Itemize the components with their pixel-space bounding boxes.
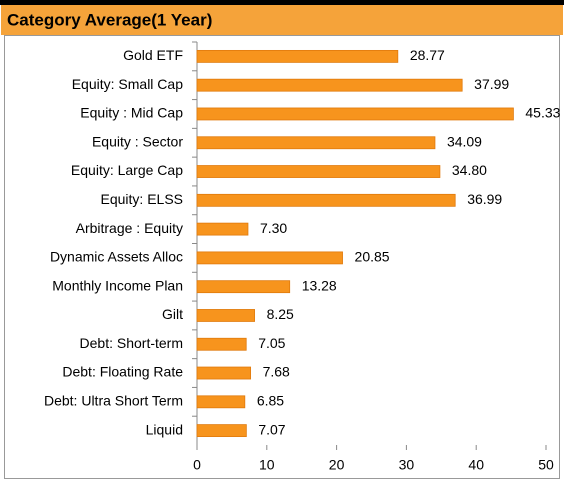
value-label: 13.28: [302, 277, 337, 293]
y-tick-label: Equity : Mid Cap: [80, 105, 183, 121]
value-label: 7.05: [258, 335, 285, 351]
bar: [196, 309, 255, 322]
y-tick-label: Gold ETF: [123, 47, 183, 63]
bar: [196, 222, 249, 236]
y-tick-label: Debt: Ultra Short Term: [44, 393, 183, 409]
value-label: 7.07: [258, 421, 285, 437]
bar: [196, 337, 247, 351]
bar: [196, 193, 456, 207]
bar: [196, 107, 514, 121]
y-tick-label: Arbitrage : Equity: [76, 220, 183, 236]
value-label: 34.80: [452, 162, 487, 178]
value-label: 34.09: [447, 133, 482, 149]
chart-border: [4, 35, 560, 479]
bar: [196, 366, 252, 380]
value-label: 6.85: [257, 393, 284, 409]
value-label: 20.85: [355, 249, 390, 265]
bar: [196, 165, 441, 178]
value-label: 36.99: [467, 191, 502, 207]
y-tick-label: Equity: Small Cap: [72, 76, 183, 92]
value-label: 7.30: [260, 220, 287, 236]
top-strip: [0, 0, 564, 5]
y-tick-label: Equity : Sector: [92, 133, 183, 149]
x-tick-label: 10: [259, 457, 275, 473]
bar: [196, 424, 247, 438]
y-tick-label: Dynamic Assets Alloc: [50, 249, 183, 265]
x-tick-label: 0: [193, 457, 201, 473]
bar: [196, 49, 399, 63]
y-tick-label: Liquid: [146, 421, 183, 437]
chart-title: Category Average(1 Year): [7, 10, 212, 29]
bar: [196, 78, 463, 92]
bar: [196, 251, 343, 265]
value-label: 45.33: [525, 105, 560, 121]
y-tick-label: Equity: Large Cap: [71, 162, 183, 178]
x-tick-label: 50: [538, 457, 554, 473]
bar: [196, 395, 246, 409]
y-tick-label: Debt: Floating Rate: [62, 364, 183, 380]
y-tick-label: Equity: ELSS: [101, 191, 184, 207]
value-label: 28.77: [410, 47, 445, 63]
bar: [196, 136, 436, 150]
y-tick-label: Monthly Income Plan: [52, 277, 183, 293]
value-label: 37.99: [474, 76, 509, 92]
header-bar: [1, 5, 563, 35]
bar: [196, 280, 291, 294]
x-tick-label: 30: [399, 457, 415, 473]
value-label: 7.68: [263, 364, 290, 380]
x-tick-label: 20: [329, 457, 345, 473]
value-label: 8.25: [267, 306, 294, 322]
y-tick-label: Debt: Short-term: [80, 335, 183, 351]
x-tick-label: 40: [468, 457, 484, 473]
y-tick-label: Gilt: [162, 306, 183, 322]
